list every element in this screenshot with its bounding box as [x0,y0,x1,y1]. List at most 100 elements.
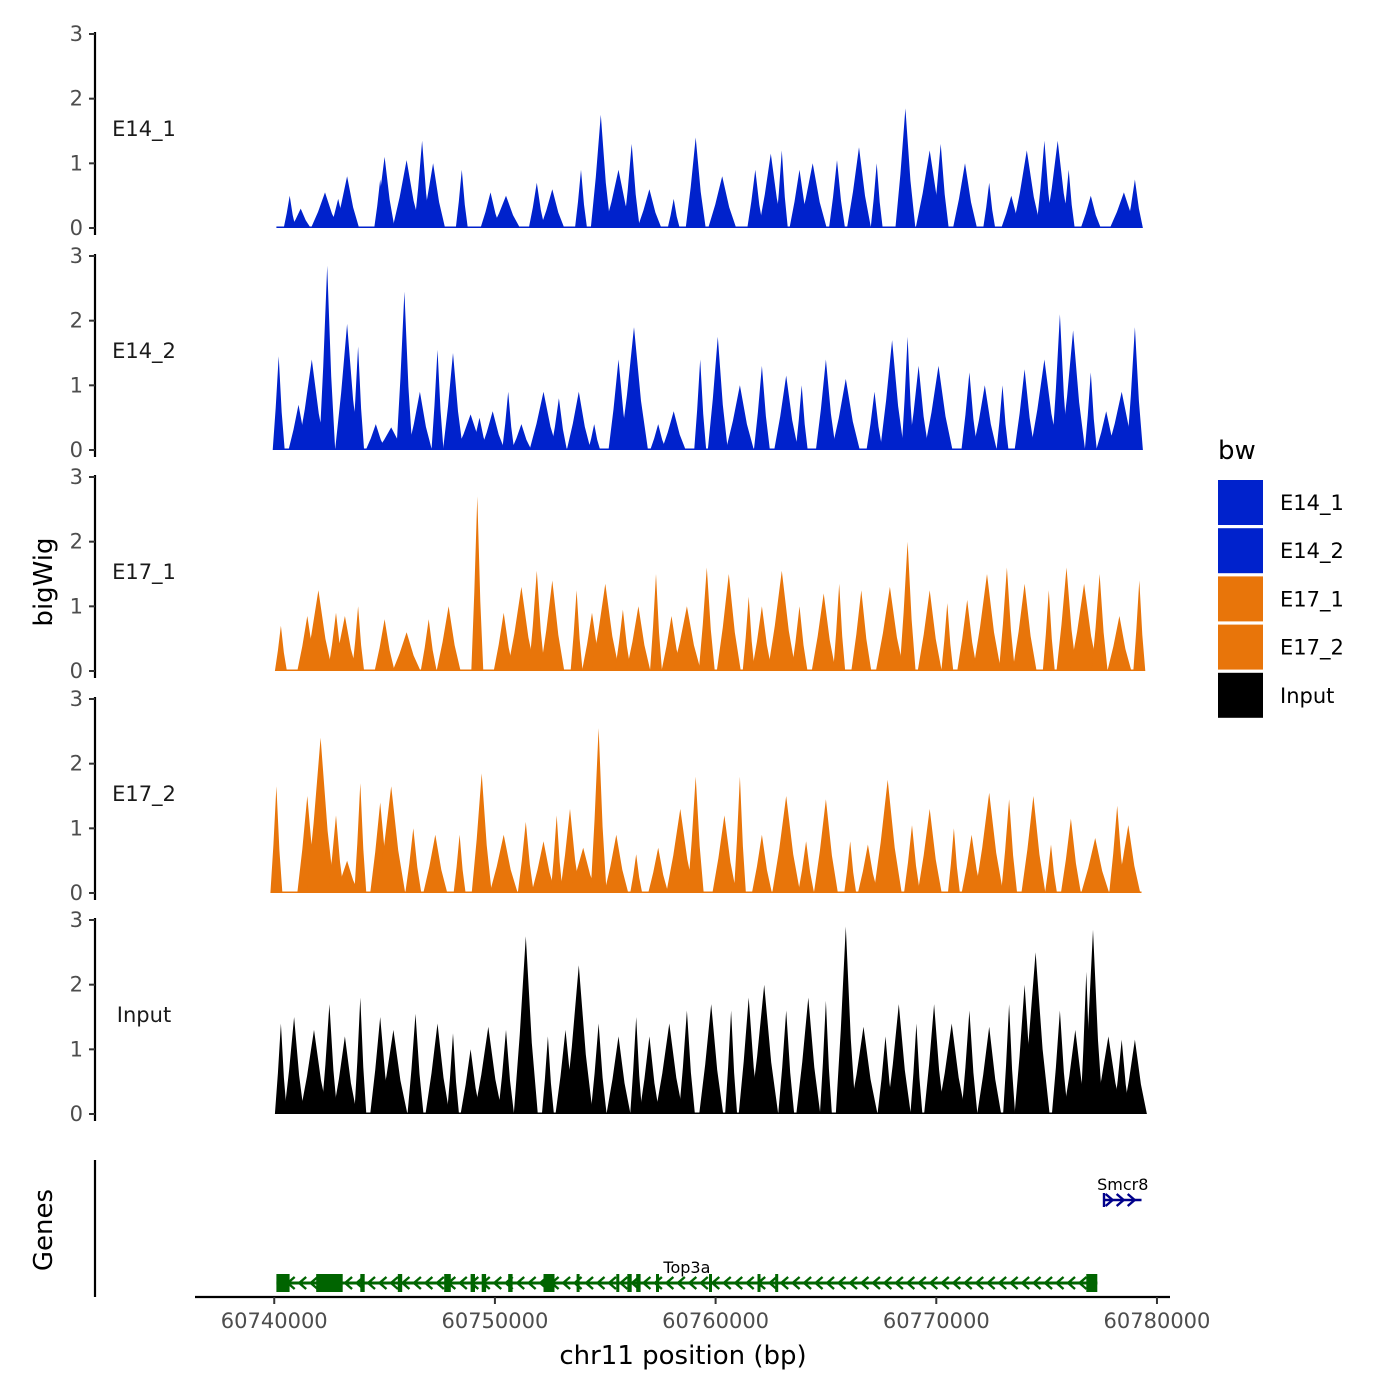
strand-arrow-icon [561,1276,571,1290]
coverage-peak [833,583,846,671]
coverage-peak [983,182,996,228]
coverage-peak [1012,150,1041,228]
coverage-peak [1083,929,1103,1114]
coverage-peak [1021,796,1046,893]
coverage-peak [694,359,707,450]
strand-arrow-icon [641,1276,652,1290]
coverage-peak [899,541,916,671]
coverage-peak [335,323,360,450]
coverage-peak [937,1023,966,1114]
y-axis-E17_1: 0 1 2 3 [70,465,97,683]
coverage-peak [425,1023,450,1114]
strand-arrow-icon [308,1276,319,1290]
coverage-peak [474,1026,503,1114]
strand-arrow-icon [1115,1193,1126,1207]
coverage-peak [639,1036,660,1114]
coverage-peak [778,1010,795,1114]
coverage-peak [396,291,413,450]
exon [397,1274,403,1292]
track-E17_2: E17_2 [112,728,1142,893]
coverage-peak [831,378,860,450]
strand-arrow-icon [687,1276,698,1290]
exon [276,1274,290,1292]
coverage-peak [1056,567,1077,671]
strand-arrow-icon [710,1276,721,1290]
y-tick-label: 2 [70,309,83,333]
coverage-peak [540,189,565,228]
strand-arrow-icon [1066,1276,1076,1290]
coverage-peak [655,1023,684,1114]
coverage-peak [274,625,287,671]
coverage-peak [758,153,783,228]
strand-arrow-icon [813,1276,824,1290]
track-E14_2: E14_2 [112,265,1143,450]
exon [481,1274,487,1292]
strand-arrow-icon [882,1276,893,1290]
coverage-peak [708,176,737,228]
coverage-peak [604,834,629,893]
coverage-peak [1014,369,1035,450]
coverage-peak [870,163,883,228]
y-axis-ticks: 0 1 2 3 0 1 2 3 0 1 2 3 0 1 2 3 0 1 2 3 [70,22,97,1126]
strand-arrow-icon [1126,1193,1137,1207]
track-Input: Input [117,926,1147,1114]
coverage-peak [972,385,997,450]
coverage-peak [502,391,515,450]
coverage-peak [321,1004,338,1114]
strand-arrow-icon [939,1276,950,1290]
coverage-peak [436,606,461,671]
coverage-peak [379,1029,408,1114]
strand-arrow-icon [698,1276,709,1290]
track-label: Input [117,1003,171,1027]
coverage-peak [274,1023,287,1114]
coverage-peak [591,583,620,671]
exon [757,1274,761,1292]
exon [360,1274,365,1292]
gene-top3a: Top3a [276,1258,1098,1292]
coverage-peak [528,570,545,671]
coverage-peak [910,1023,923,1114]
coverage-peak [873,779,902,893]
coverage-peak [917,808,942,893]
exon [775,1274,779,1292]
y-axis-title: bigWig [29,537,59,626]
coverage-peak [1042,590,1055,671]
coverage-peak [354,783,367,893]
gene-smcr8: Smcr8 [1097,1175,1148,1207]
coverage-peak [1003,1004,1016,1114]
coverage-peak [661,411,686,450]
strand-arrow-icon [985,1276,996,1290]
legend-entry-label: Input [1280,684,1334,708]
track-E14_1: E14_1 [112,108,1143,228]
y-tick-label: 3 [70,687,83,711]
coverage-peak [455,169,468,228]
strand-arrow-icon [412,1276,422,1290]
strand-arrow-icon [515,1276,525,1290]
x-axis-title: chr11 position (bp) [559,1341,806,1371]
coverage-peak [507,586,536,671]
coverage-peak [306,737,335,893]
y-axis-E17_2: 0 1 2 3 [70,687,97,905]
y-tick-label: 0 [70,438,83,462]
coverage-peak [335,176,360,228]
gene-label: Smcr8 [1097,1175,1148,1194]
legend-key [1218,672,1263,718]
coverage-peak [471,773,492,893]
coverage-peak [374,619,395,671]
track-label: E17_1 [112,560,176,585]
coverage-peak [1080,195,1101,228]
coverage-peak [492,195,520,228]
x-tick-label: 60780000 [1104,1309,1211,1333]
strand-arrow-icon [343,1276,353,1290]
y-axis-E14_1: 0 1 2 3 [70,22,97,240]
y-tick-label: 1 [70,816,83,840]
coverage-peak [901,336,914,450]
coverage-peak [908,365,929,450]
coverage-peak [590,728,607,893]
coverage-peak [460,1049,481,1114]
coverage-peak [569,847,598,893]
coverage-peak [941,603,954,671]
strand-arrow-icon [1077,1276,1088,1290]
coverage-peak [332,616,357,671]
coverage-peak [1045,844,1057,893]
